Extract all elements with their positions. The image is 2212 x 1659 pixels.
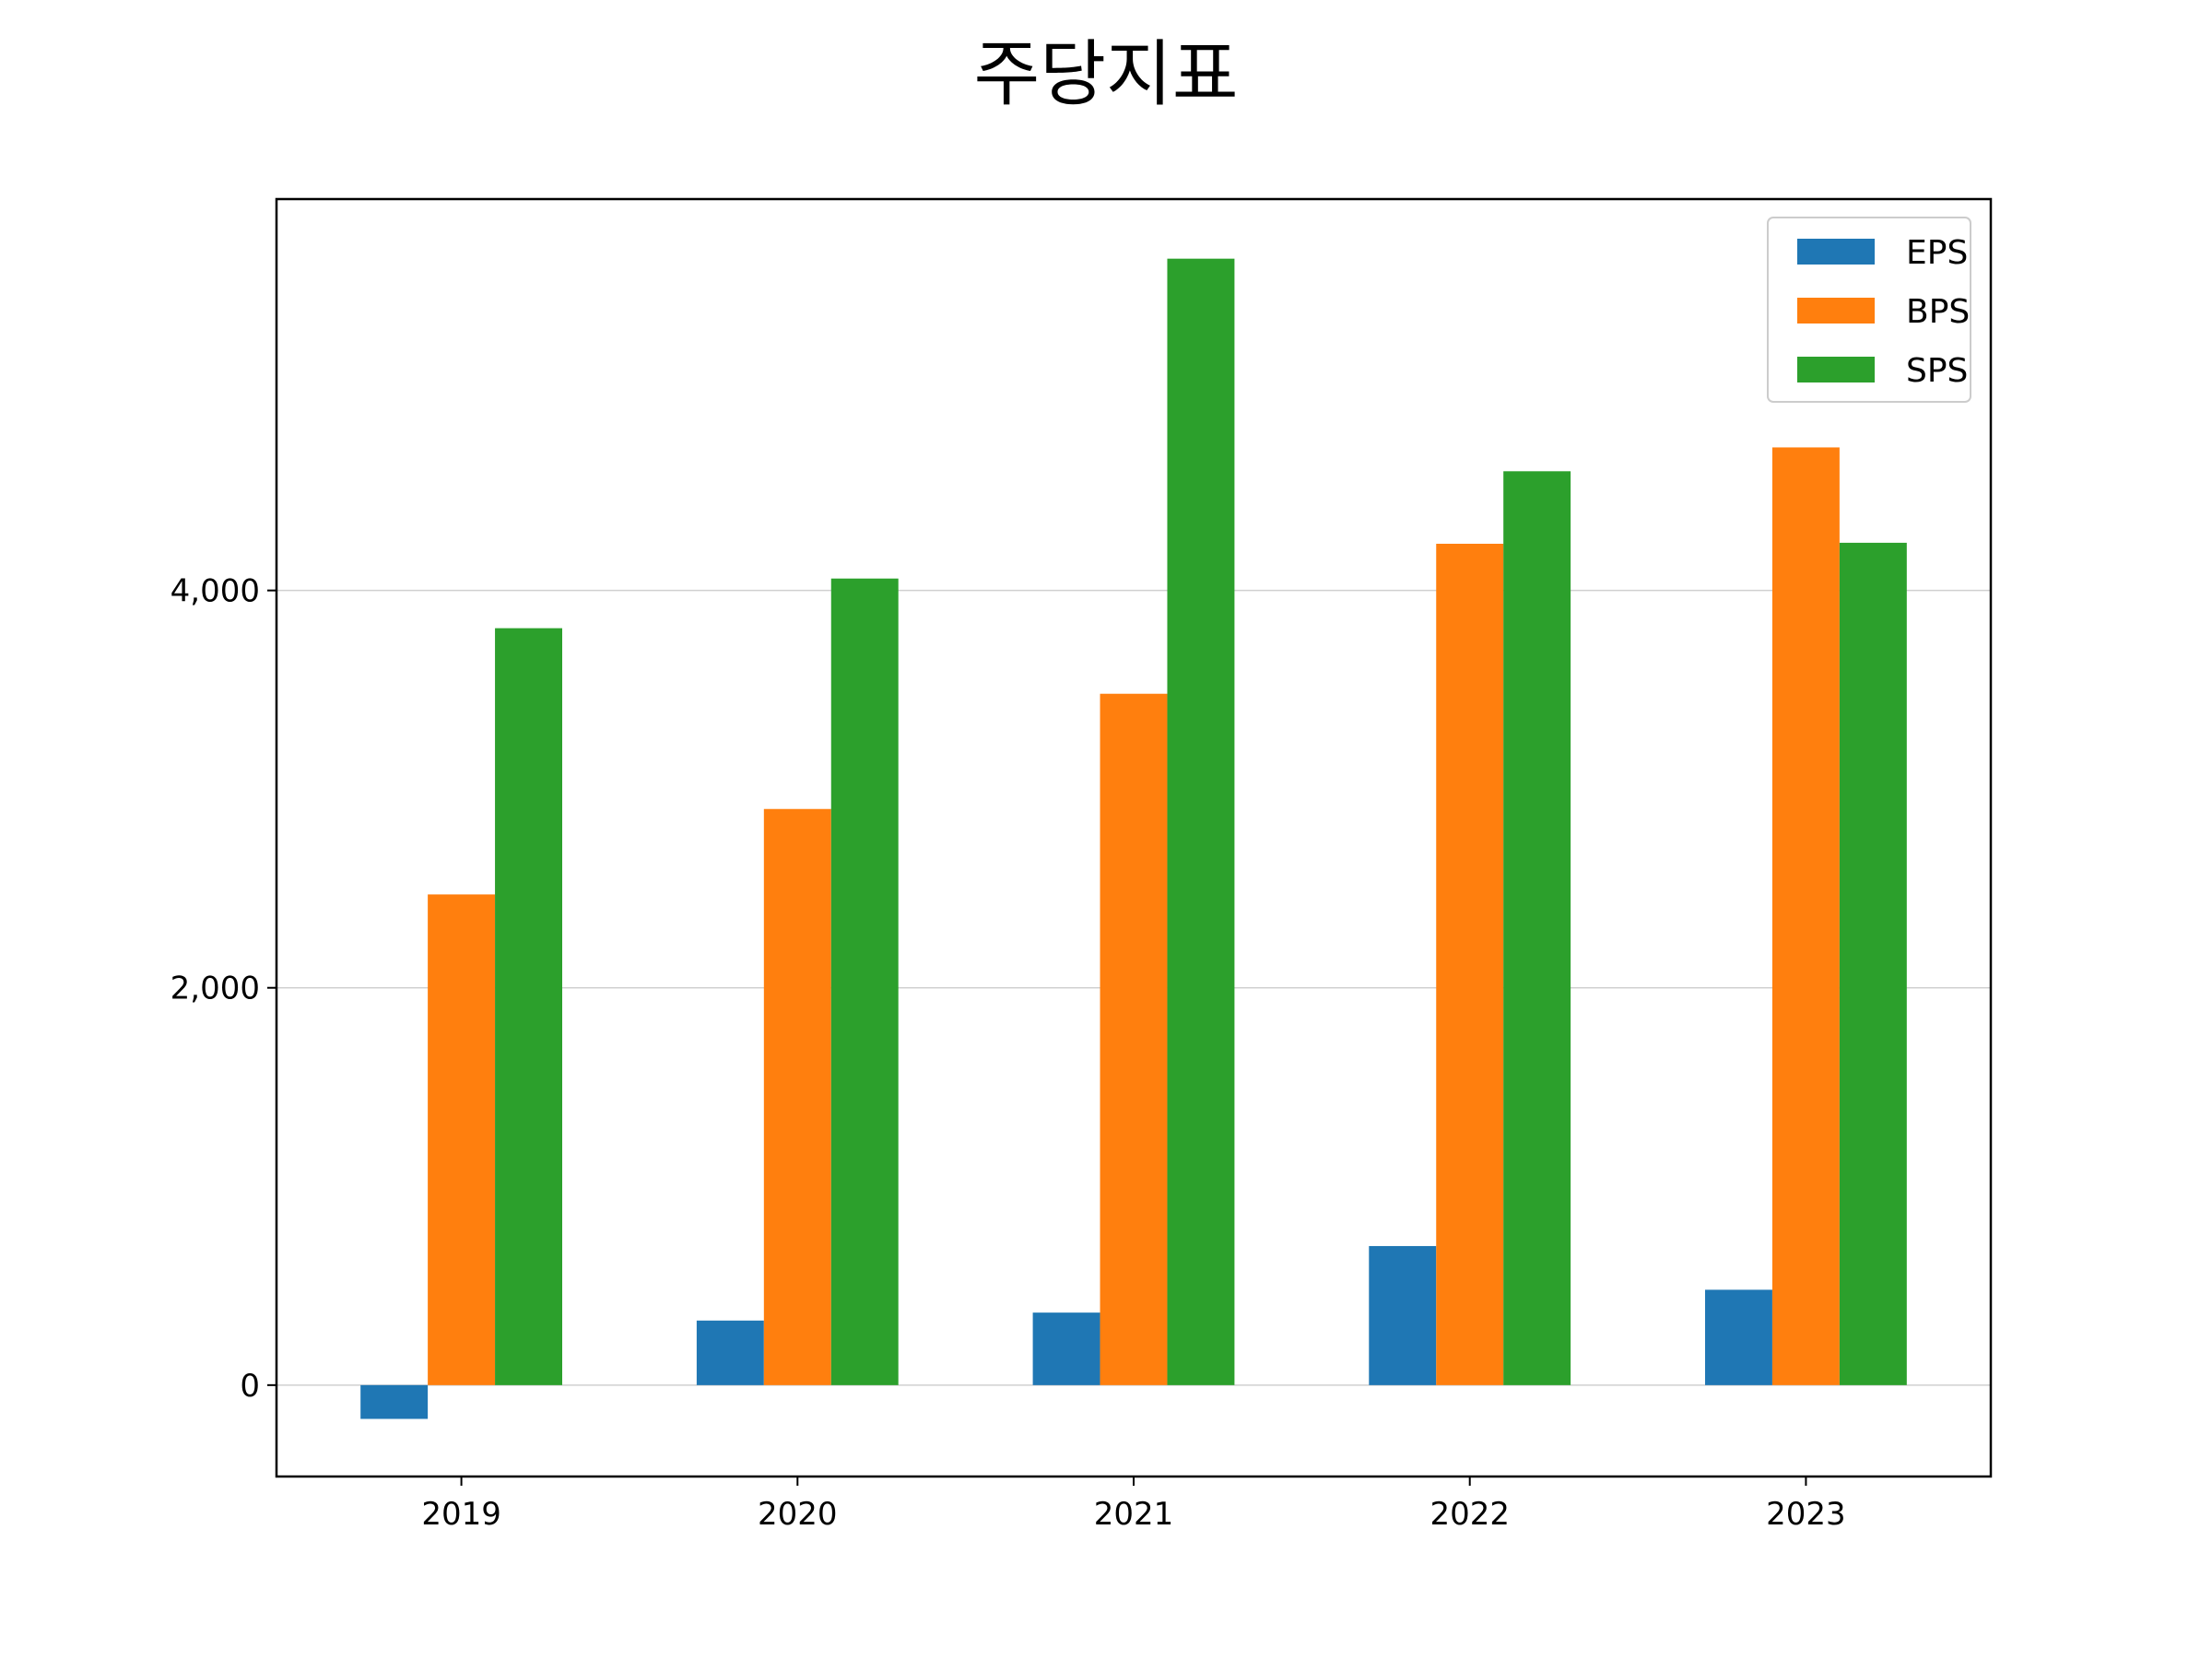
x-tick-label: 2019 bbox=[421, 1496, 501, 1533]
bar-eps bbox=[1032, 1312, 1100, 1385]
bar-eps bbox=[696, 1320, 764, 1385]
bar-bps bbox=[1100, 693, 1168, 1385]
legend-label-sps: SPS bbox=[1906, 352, 1968, 390]
bar-bps bbox=[428, 894, 496, 1385]
bar-sps bbox=[830, 578, 899, 1385]
bar-bps bbox=[1436, 543, 1504, 1385]
bar-bps bbox=[1771, 447, 1840, 1385]
legend-label-bps: BPS bbox=[1906, 293, 1970, 331]
bar-sps bbox=[1503, 471, 1571, 1385]
x-tick-label: 2020 bbox=[758, 1496, 838, 1533]
axis-ticks: 0 2,000 4,000 2019 2020 2021 2022 2023 bbox=[171, 573, 1846, 1533]
bar-sps bbox=[1839, 542, 1907, 1385]
legend-label-eps: EPS bbox=[1906, 234, 1968, 272]
y-tick-label: 4,000 bbox=[171, 573, 260, 610]
bar-sps bbox=[1167, 258, 1235, 1385]
x-tick-label: 2021 bbox=[1094, 1496, 1174, 1533]
chart-title: 주당지표 bbox=[973, 33, 1239, 116]
x-tick-label: 2022 bbox=[1430, 1496, 1510, 1533]
bar-sps bbox=[495, 628, 562, 1385]
bar-eps bbox=[1369, 1245, 1437, 1385]
bar-eps bbox=[360, 1384, 429, 1419]
legend-swatch-bps bbox=[1797, 298, 1875, 324]
legend-swatch-sps bbox=[1797, 357, 1875, 382]
bars bbox=[360, 258, 1907, 1419]
bar-bps bbox=[763, 808, 831, 1385]
legend-swatch-eps bbox=[1797, 239, 1875, 265]
y-tick-label: 2,000 bbox=[171, 971, 260, 1007]
x-tick-label: 2023 bbox=[1766, 1496, 1846, 1533]
y-tick-label: 0 bbox=[240, 1368, 260, 1405]
legend: EPS BPS SPS bbox=[1767, 217, 1971, 403]
bar-eps bbox=[1705, 1289, 1772, 1385]
